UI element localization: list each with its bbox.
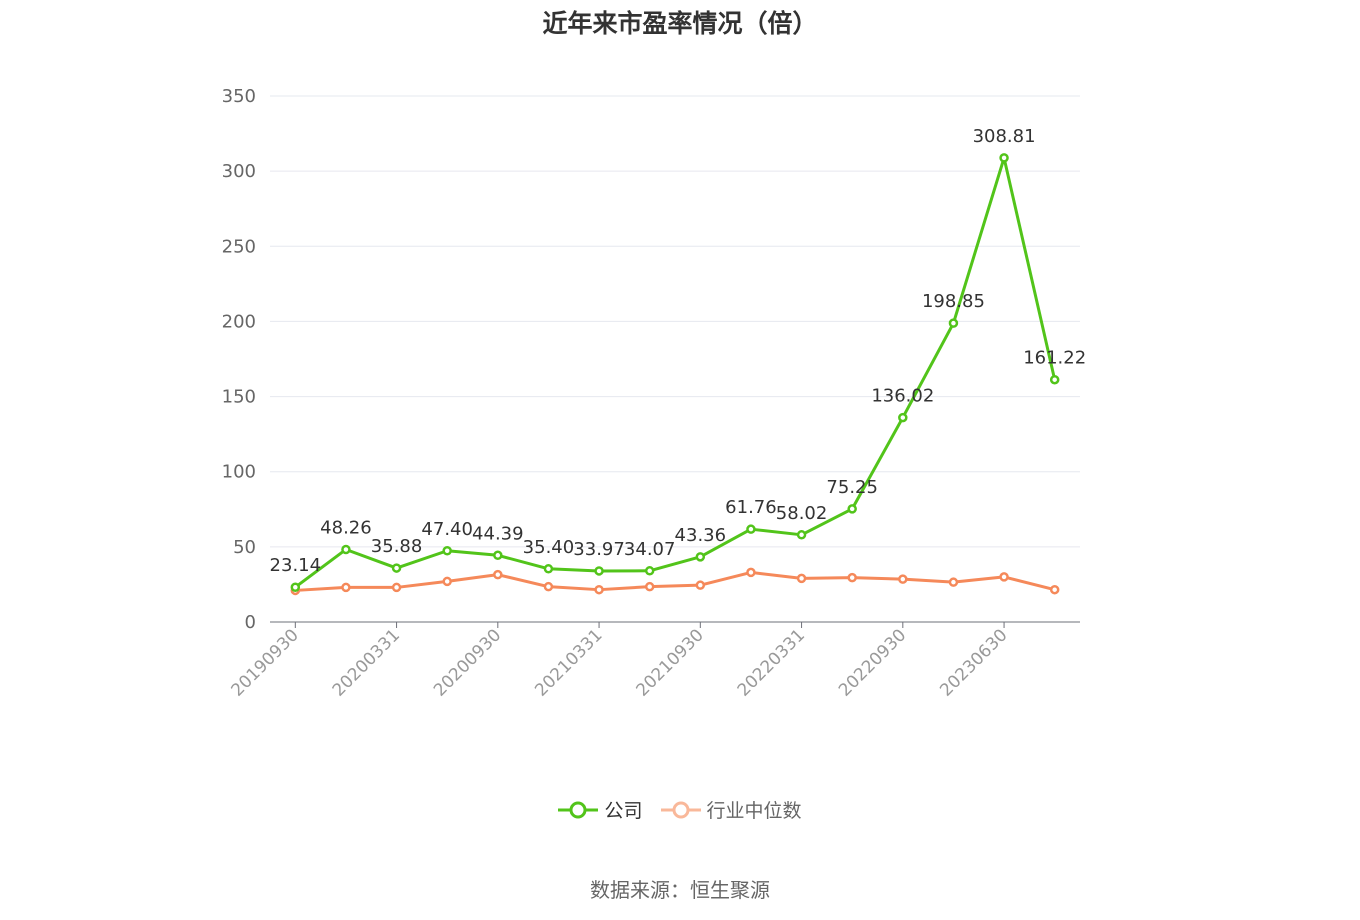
company-data-label: 43.36 bbox=[675, 525, 727, 546]
legend-item-industry[interactable]: 行业中位数 bbox=[660, 796, 802, 823]
company-data-label: 198.85 bbox=[922, 291, 985, 312]
company-data-point[interactable] bbox=[391, 563, 402, 573]
legend-industry-label: 行业中位数 bbox=[706, 800, 802, 822]
y-tick-label: 100 bbox=[222, 462, 256, 483]
legend-company-marker-icon bbox=[558, 801, 599, 818]
y-tick-label: 300 bbox=[222, 161, 256, 182]
y-tick-label: 50 bbox=[233, 537, 256, 558]
y-tick-label: 0 bbox=[245, 612, 256, 633]
company-data-label: 47.40 bbox=[421, 519, 473, 540]
industry-data-point[interactable] bbox=[391, 582, 402, 593]
company-data-point[interactable] bbox=[695, 552, 706, 562]
x-tick-label: 20230630 bbox=[936, 625, 1011, 700]
company-data-point[interactable] bbox=[847, 504, 857, 514]
x-tick-label: 20190930 bbox=[228, 625, 303, 700]
company-data-label: 136.02 bbox=[871, 386, 934, 407]
company-data-label: 75.25 bbox=[826, 477, 878, 498]
company-data-point[interactable] bbox=[898, 412, 908, 423]
x-tick-label: 20200930 bbox=[430, 625, 505, 700]
x-axis: 20190930 20200331 20200930 20210331 20210930… bbox=[228, 621, 1080, 701]
company-data-point[interactable] bbox=[1049, 374, 1060, 385]
y-tick-label: 150 bbox=[222, 387, 256, 408]
series-lines bbox=[294, 156, 1057, 592]
y-tick-label: 350 bbox=[222, 86, 256, 107]
legend-item-company[interactable]: 公司 bbox=[558, 796, 643, 823]
company-data-point[interactable] bbox=[493, 550, 503, 561]
industry-data-point[interactable] bbox=[1049, 584, 1060, 595]
company-data-point[interactable] bbox=[948, 318, 959, 328]
y-tick-label: 250 bbox=[222, 236, 256, 257]
x-tick-label: 20220930 bbox=[835, 625, 910, 700]
company-data-point[interactable] bbox=[594, 566, 604, 576]
x-tick-label: 20200331 bbox=[329, 625, 404, 700]
series-points bbox=[290, 153, 1060, 596]
x-tick-label: 20220331 bbox=[734, 625, 809, 700]
legend: 公司 行业中位数 bbox=[0, 796, 1360, 823]
company-data-point[interactable] bbox=[341, 544, 351, 555]
company-data-label: 58.02 bbox=[776, 503, 828, 524]
industry-data-point[interactable] bbox=[847, 572, 857, 583]
company-data-label: 23.14 bbox=[270, 555, 322, 576]
company-series-line bbox=[294, 156, 1057, 589]
x-tick-label: 20210331 bbox=[531, 625, 606, 700]
industry-series-line bbox=[295, 570, 1056, 592]
industry-data-point[interactable] bbox=[796, 573, 807, 584]
chart-title: 近年来市盈率情况（倍） bbox=[542, 9, 818, 38]
company-data-point[interactable] bbox=[644, 566, 655, 576]
company-data-label: 34.07 bbox=[624, 539, 676, 560]
company-data-point[interactable] bbox=[796, 530, 807, 540]
company-data-point[interactable] bbox=[442, 546, 452, 556]
company-data-point[interactable] bbox=[290, 582, 301, 592]
company-data-point[interactable] bbox=[746, 524, 756, 534]
y-tick-label: 200 bbox=[222, 311, 256, 332]
industry-data-point[interactable] bbox=[695, 580, 706, 590]
y-axis: 0 50 100 150 200 250 300 350 bbox=[222, 86, 256, 633]
company-data-label: 48.26 bbox=[320, 517, 372, 538]
industry-data-point[interactable] bbox=[493, 569, 503, 580]
company-data-label: 35.88 bbox=[371, 536, 423, 557]
company-data-label: 161.22 bbox=[1023, 348, 1086, 369]
company-data-label: 61.76 bbox=[725, 497, 777, 518]
legend-industry-marker-icon bbox=[660, 801, 701, 818]
company-data-label: 35.40 bbox=[523, 537, 575, 558]
company-data-label: 44.39 bbox=[472, 523, 524, 544]
industry-data-point[interactable] bbox=[898, 574, 908, 584]
data-source: 数据来源：恒生聚源 bbox=[590, 878, 770, 902]
company-data-point[interactable] bbox=[999, 153, 1009, 163]
company-data-point[interactable] bbox=[543, 564, 554, 574]
company-data-label: 308.81 bbox=[973, 126, 1036, 147]
industry-data-point[interactable] bbox=[999, 572, 1009, 582]
industry-data-point[interactable] bbox=[644, 581, 655, 592]
company-data-label: 33.97 bbox=[573, 539, 625, 560]
legend-company-label: 公司 bbox=[604, 800, 643, 822]
industry-data-point[interactable] bbox=[594, 584, 604, 595]
x-tick-label: 20210930 bbox=[633, 625, 708, 700]
industry-data-point[interactable] bbox=[341, 582, 351, 593]
industry-data-point[interactable] bbox=[442, 576, 452, 587]
industry-data-point[interactable] bbox=[746, 567, 756, 578]
industry-data-point[interactable] bbox=[543, 581, 554, 592]
industry-data-point[interactable] bbox=[948, 577, 959, 587]
grid-lines bbox=[270, 95, 1080, 548]
